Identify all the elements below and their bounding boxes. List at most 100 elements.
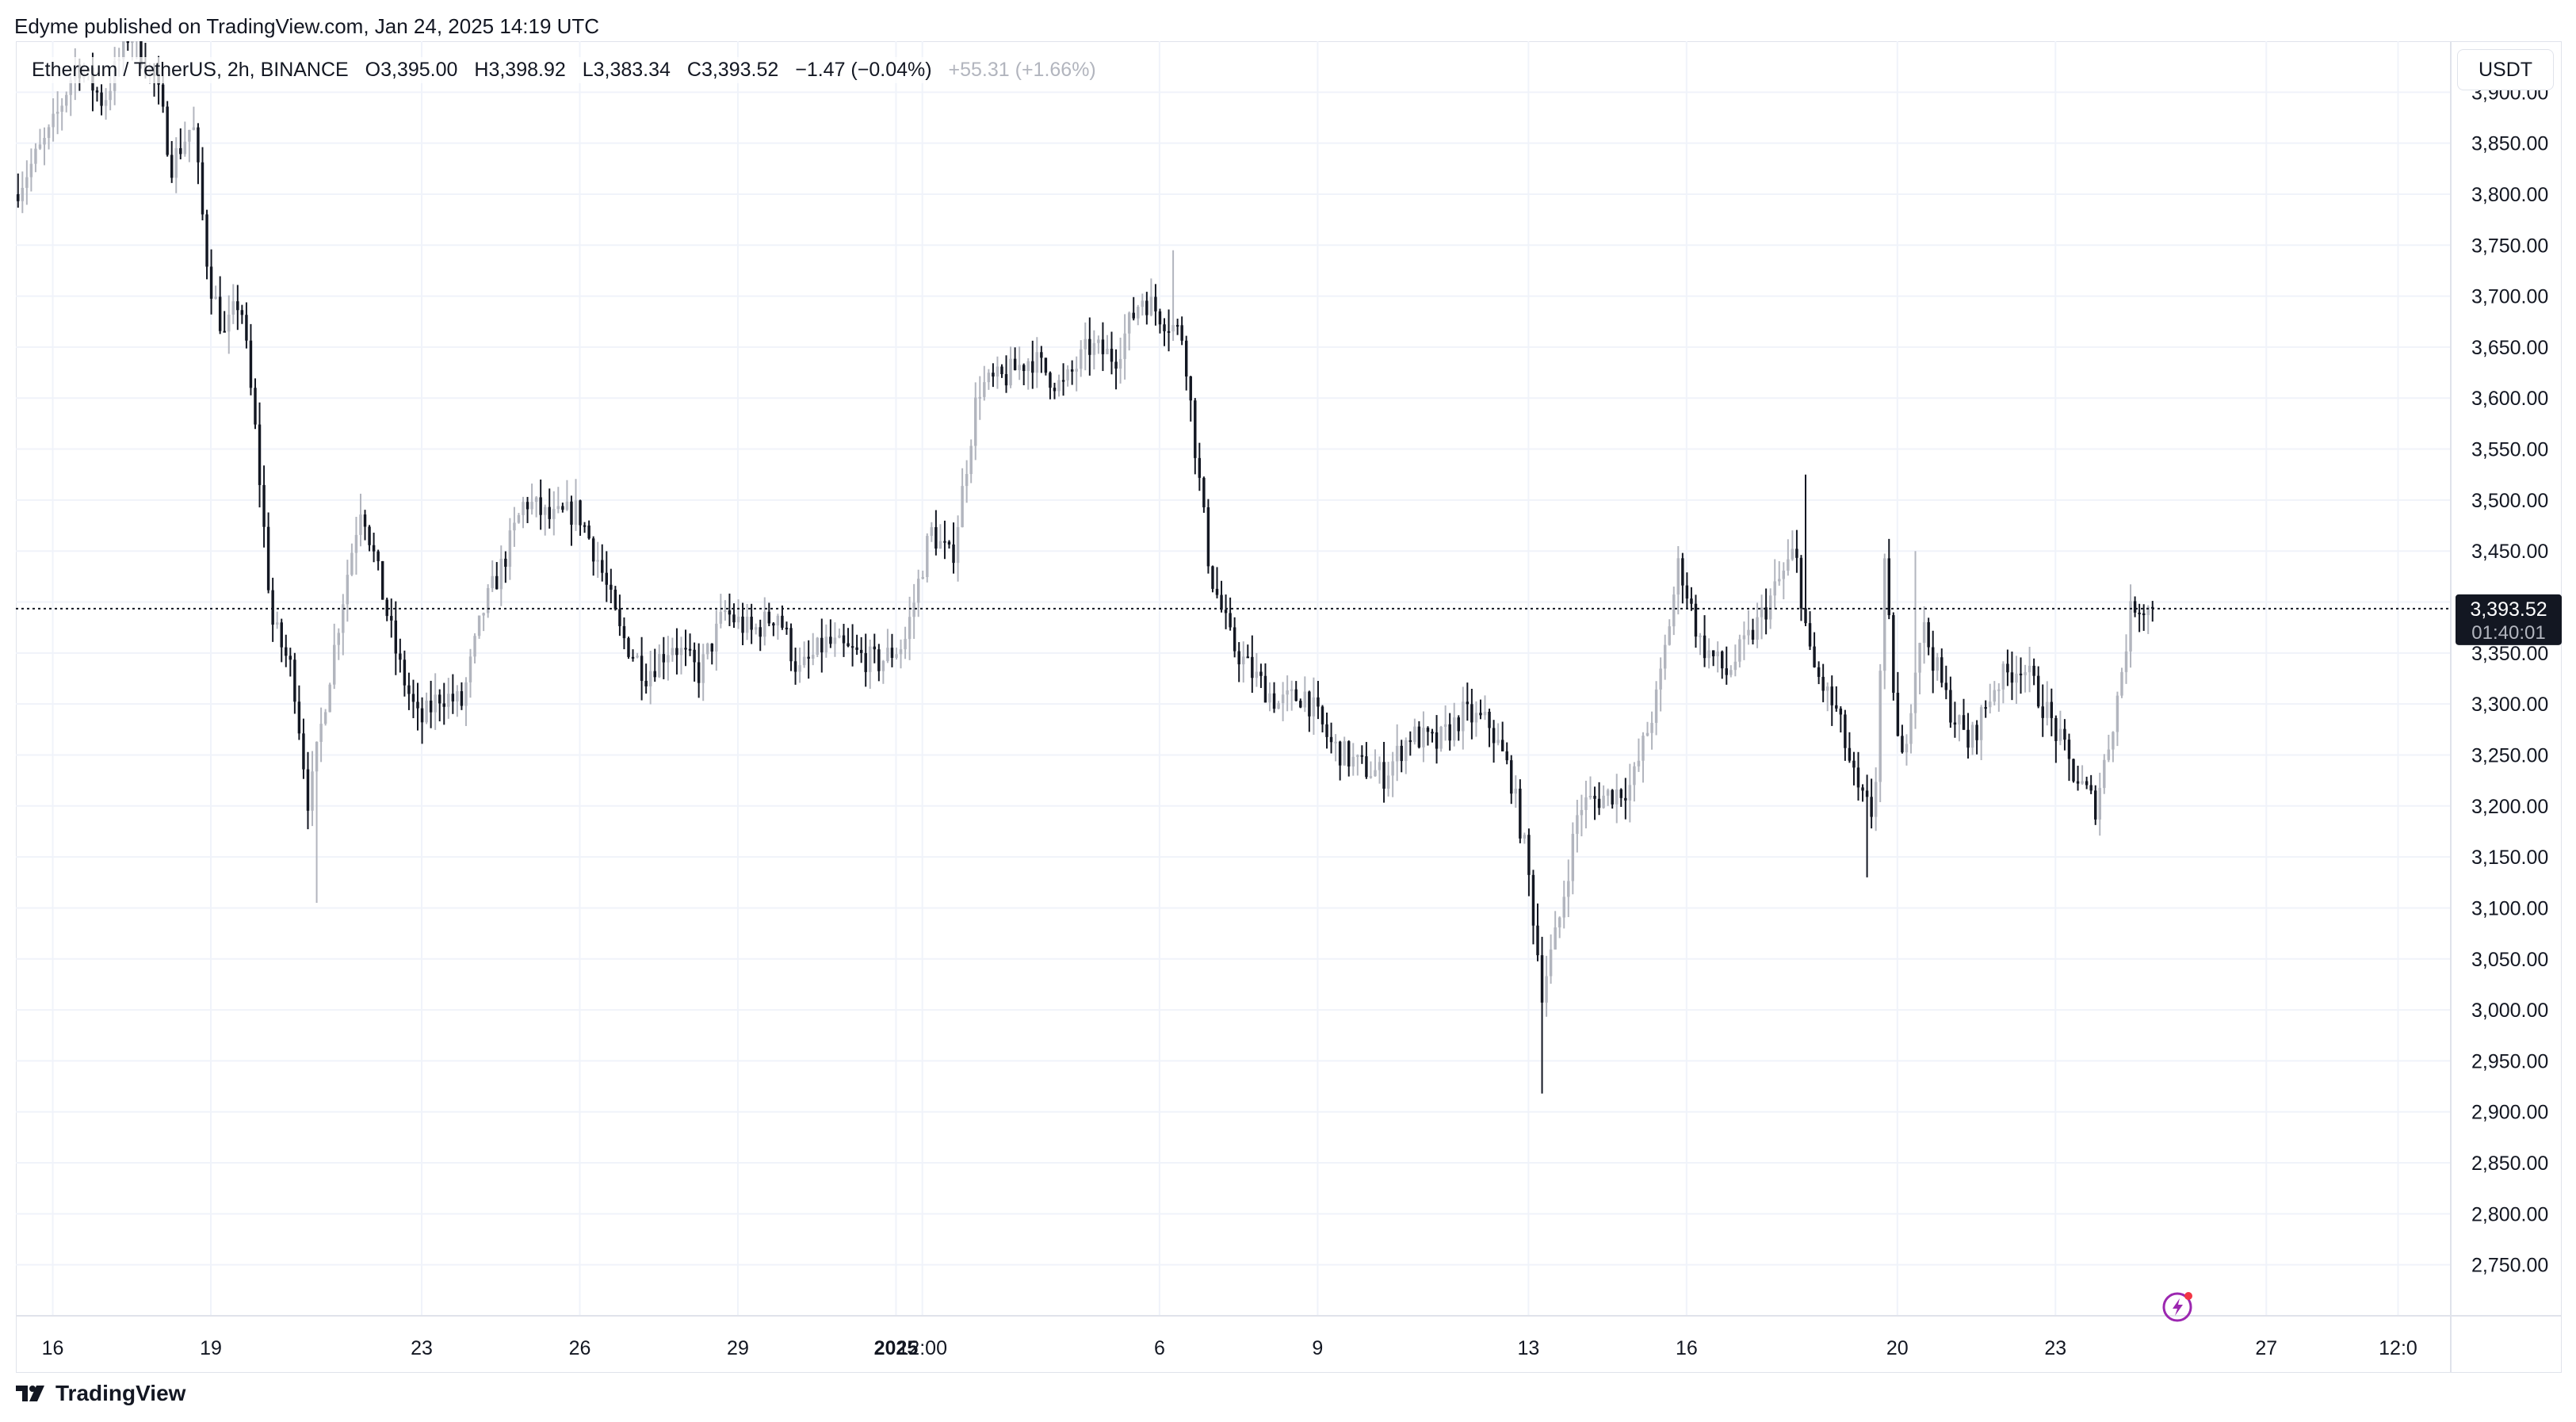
legend-symbol[interactable]: Ethereum / TetherUS, 2h, BINANCE bbox=[32, 59, 349, 81]
x-tick-label: 6 bbox=[1154, 1337, 1165, 1359]
candle-up bbox=[912, 602, 915, 617]
candle-down bbox=[100, 92, 103, 106]
candle-down bbox=[1953, 722, 1957, 725]
candle-down bbox=[1901, 736, 1904, 753]
footer-brand[interactable]: TradingView bbox=[16, 1381, 185, 1406]
candle-down bbox=[1000, 366, 1003, 375]
candle-up bbox=[1351, 756, 1355, 767]
candle-down bbox=[245, 315, 248, 341]
candle-up bbox=[1989, 701, 1992, 708]
candle-down bbox=[561, 506, 564, 510]
candle-down bbox=[368, 526, 371, 545]
candle-down bbox=[579, 500, 582, 526]
candle-down bbox=[429, 700, 433, 713]
candle-up bbox=[724, 610, 727, 613]
x-tick-label: 19 bbox=[200, 1337, 222, 1359]
candle-up bbox=[2120, 671, 2123, 696]
candle-down bbox=[1966, 729, 1970, 748]
candle-down bbox=[1224, 610, 1228, 614]
candle-down bbox=[399, 653, 402, 660]
candle-down bbox=[2054, 717, 2058, 741]
candle-up bbox=[1523, 835, 1527, 839]
candle-down bbox=[1703, 635, 1707, 659]
candle-up bbox=[447, 694, 450, 707]
candle-down bbox=[2138, 612, 2141, 614]
published-header: Edyme published on TradingView.com, Jan … bbox=[14, 14, 600, 38]
candle-down bbox=[289, 656, 292, 660]
candle-down bbox=[2089, 785, 2093, 791]
lightning-circle-icon[interactable] bbox=[2161, 1289, 2196, 1324]
y-tick-label: 3,700.00 bbox=[2471, 286, 2548, 308]
candle-down bbox=[807, 656, 810, 659]
candle-down bbox=[1492, 728, 1496, 743]
candle-up bbox=[1268, 693, 1271, 703]
candle-down bbox=[1206, 507, 1210, 567]
candle-down bbox=[1004, 374, 1008, 386]
candle-up bbox=[1606, 789, 1610, 796]
candle-up bbox=[869, 646, 872, 672]
candle-down bbox=[1202, 477, 1206, 508]
candlestick-chart[interactable]: 3,900.003,850.003,800.003,750.003,700.00… bbox=[16, 41, 2562, 1373]
candle-down bbox=[1619, 789, 1622, 798]
candle-down bbox=[1347, 741, 1351, 767]
x-tick-label: 2025 bbox=[874, 1337, 919, 1359]
candle-up bbox=[2058, 728, 2062, 741]
candle-down bbox=[407, 685, 411, 694]
candle-down bbox=[697, 662, 701, 683]
candle-down bbox=[587, 526, 590, 539]
candle-up bbox=[29, 163, 33, 178]
candle-up bbox=[227, 314, 231, 332]
candle-up bbox=[895, 654, 898, 658]
y-tick-label: 2,750.00 bbox=[2471, 1255, 2548, 1277]
candle-up bbox=[43, 138, 46, 145]
candle-down bbox=[438, 694, 441, 704]
candle-up bbox=[1580, 809, 1584, 816]
candle-up bbox=[192, 127, 196, 130]
candle-down bbox=[992, 373, 995, 377]
candle-down bbox=[2006, 663, 2009, 673]
y-tick-label: 3,200.00 bbox=[2471, 796, 2548, 818]
candle-down bbox=[236, 301, 239, 311]
candle-down bbox=[126, 41, 130, 44]
candle-down bbox=[1237, 651, 1240, 665]
candle-up bbox=[1562, 896, 1565, 918]
candle-up bbox=[1659, 668, 1662, 690]
candle-down bbox=[1294, 689, 1298, 701]
candle-up bbox=[350, 552, 354, 575]
candle-down bbox=[2050, 701, 2054, 718]
candle-up bbox=[517, 514, 521, 523]
candle-up bbox=[930, 527, 934, 537]
candle-up bbox=[1514, 789, 1518, 794]
candle-up bbox=[342, 604, 345, 633]
candle-down bbox=[1624, 797, 1627, 801]
candle-up bbox=[1422, 728, 1425, 747]
candle-down bbox=[618, 609, 621, 626]
candle-up bbox=[1909, 713, 1913, 744]
candle-up bbox=[468, 656, 472, 682]
candle-up bbox=[1874, 782, 1878, 817]
x-tick-label: 16 bbox=[42, 1337, 64, 1359]
candle-up bbox=[701, 654, 705, 683]
candle-down bbox=[1593, 795, 1596, 799]
candle-down bbox=[293, 659, 296, 702]
candle-down bbox=[1329, 736, 1333, 743]
candle-up bbox=[636, 656, 639, 658]
candle-up bbox=[965, 474, 969, 487]
candle-down bbox=[403, 659, 407, 686]
candle-down bbox=[1211, 566, 1214, 589]
y-tick-label: 3,800.00 bbox=[2471, 184, 2548, 206]
currency-button[interactable]: USDT bbox=[2457, 49, 2554, 90]
candle-up bbox=[1118, 358, 1122, 369]
candle-down bbox=[1808, 623, 1812, 647]
candle-up bbox=[1391, 761, 1394, 776]
candle-down bbox=[1466, 701, 1470, 705]
legend-close: C3,393.52 bbox=[686, 59, 779, 81]
candle-up bbox=[1026, 361, 1030, 372]
candle-down bbox=[1145, 300, 1148, 315]
candle-up bbox=[1255, 671, 1259, 679]
candle-down bbox=[1844, 714, 1847, 748]
candle-down bbox=[460, 691, 464, 706]
candle-down bbox=[1110, 349, 1114, 362]
candle-down bbox=[952, 544, 955, 564]
candle-down bbox=[829, 636, 832, 644]
